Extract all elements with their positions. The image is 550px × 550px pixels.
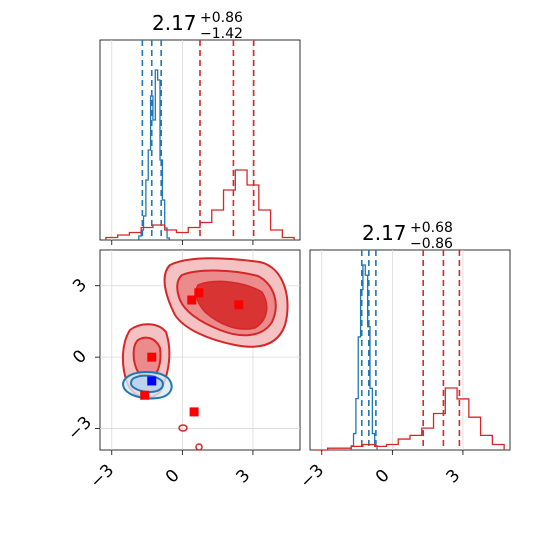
red-contour-small-1 — [178, 424, 188, 432]
top-marginal-ticks — [111, 240, 254, 245]
joint-contours — [121, 257, 289, 451]
right-marginal-series — [315, 250, 505, 451]
joint-y-tick-label-2: 3 — [69, 275, 91, 297]
right-x-tick-label-2: 3 — [443, 466, 465, 488]
right-title-plus: +0.68 — [410, 220, 453, 236]
top-marginal-series — [105, 40, 295, 240]
top-marginal-panel: 2.17 +0.86 −1.42 — [99, 10, 301, 245]
right-title-value: 2.17 — [362, 221, 407, 245]
joint-points — [140, 288, 244, 417]
right-title-minus: −0.86 — [410, 236, 453, 252]
red-point-marker-0 — [187, 295, 197, 305]
right-marginal-ticks: −3 0 3 — [296, 450, 464, 492]
right-x-tick-label-0: −3 — [296, 461, 328, 493]
top-title-value: 2.17 — [152, 11, 197, 35]
red-point-marker-4 — [140, 390, 150, 400]
right-x-tick-label-1: 0 — [372, 466, 394, 488]
top-hist-series-0 — [138, 69, 171, 240]
red-point-marker-5 — [189, 407, 199, 417]
joint-y-tick-label-0: −3 — [64, 413, 96, 445]
right-marginal-panel: 2.17 +0.68 −0.86 −3 0 3 — [296, 220, 511, 492]
joint-x-tick-label-1: 0 — [162, 466, 184, 488]
red-contour-small-2 — [195, 443, 203, 451]
joint-x-tick-label-0: −3 — [86, 461, 118, 493]
right-marginal-grid — [321, 250, 464, 450]
red-point-marker-2 — [234, 300, 244, 310]
red-point-marker-1 — [194, 288, 204, 298]
blue-point-marker-0 — [147, 376, 157, 386]
joint-panel: −3 0 3 −3 0 3 — [64, 249, 301, 493]
blue-contour-inner — [129, 374, 164, 394]
red-contour-inner-upper — [195, 280, 268, 330]
right-hist-series-0 — [350, 264, 378, 450]
red-point-marker-3 — [147, 352, 157, 362]
right-hist-series-1 — [315, 387, 505, 451]
top-title-minus: −1.42 — [200, 26, 243, 42]
joint-x-tick-label-2: 3 — [233, 466, 255, 488]
top-title-plus: +0.86 — [200, 10, 243, 26]
joint-y-tick-label-1: 0 — [69, 346, 91, 368]
